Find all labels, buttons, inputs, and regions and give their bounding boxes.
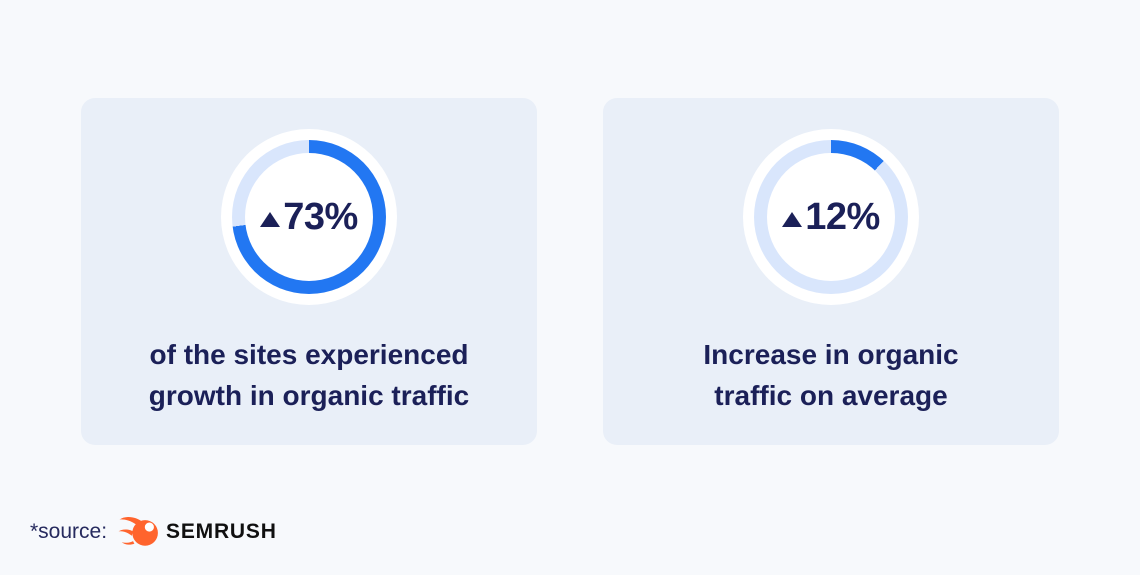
source-label: *source: [30,520,108,543]
stat-card-organic-increase: 12% Increase in organic traffic on avera… [603,98,1059,445]
semrush-ball-icon [118,516,158,546]
caption-line: traffic on average [714,380,948,411]
card-caption: Increase in organic traffic on average [703,334,958,416]
donut-value: 73% [283,195,358,238]
donut-chart-growth: 73% [221,129,397,305]
up-triangle-icon [260,211,281,227]
semrush-wordmark: SEMRUSH [166,520,277,543]
donut-ring: 73% [232,140,386,294]
caption-line: of the sites experienced [149,339,469,370]
donut-chart-increase: 12% [743,129,919,305]
donut-center: 12% [767,153,895,281]
semrush-logo: SEMRUSH [117,514,277,550]
up-triangle-icon [782,211,803,227]
stat-card-organic-growth: 73% of the sites experienced growth in o… [81,98,537,445]
card-caption: of the sites experienced growth in organ… [149,334,469,416]
donut-ring: 12% [754,140,908,294]
caption-line: growth in organic traffic [148,380,470,411]
donut-center: 73% [245,153,373,281]
caption-line: Increase in organic [703,339,959,370]
source-row: *source: SEMRUSH [30,512,277,552]
donut-value: 12% [805,195,880,238]
